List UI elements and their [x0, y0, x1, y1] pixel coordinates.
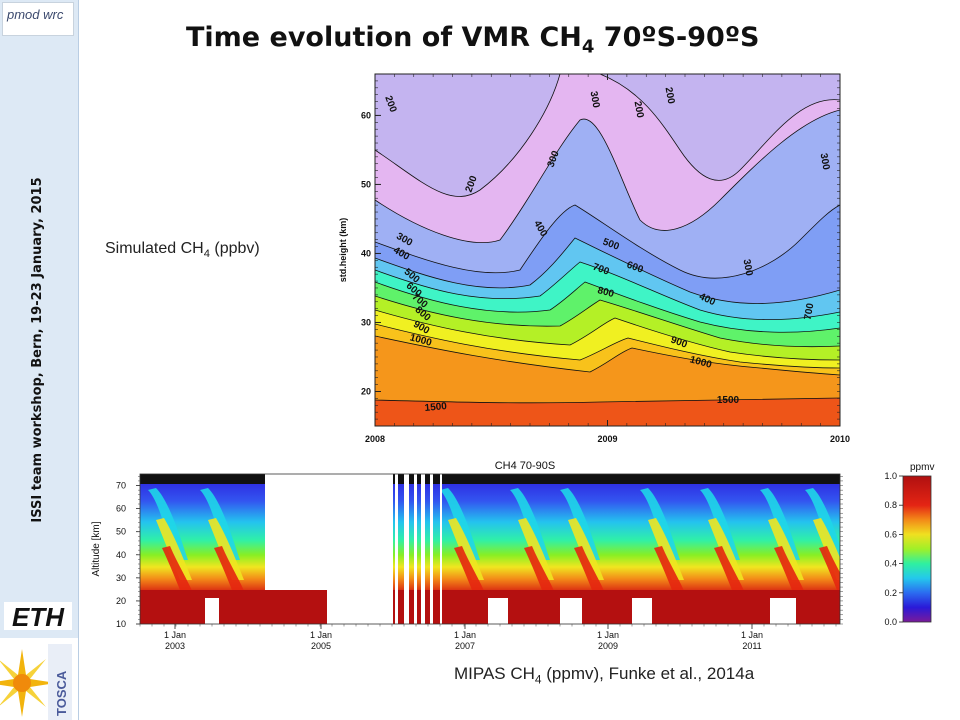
top-y-tick-label: 20 — [361, 386, 371, 396]
contour-label: 1500 — [717, 395, 740, 406]
colorbar — [902, 475, 932, 623]
colorbar-tick-label: 0.4 — [884, 559, 897, 569]
contour-label: 200 — [632, 100, 646, 119]
tosca-logo-text: TOSCA — [54, 670, 69, 716]
pmod-wrc-logo: pmod wrc — [2, 2, 74, 36]
mipas-x-tick-label: 1 Jan — [310, 630, 332, 640]
mipas-ch4-label: MIPAS CH4 (ppmv), Funke et al., 2014a — [454, 664, 755, 687]
top-x-tick-label: 2008 — [365, 434, 385, 444]
mipas-y-tick-label: 70 — [116, 481, 126, 491]
contour-label: 300 — [588, 90, 602, 109]
contour-label: 1500 — [424, 401, 448, 414]
simulated-ch4-label: Simulated CH4 (ppbv) — [105, 240, 260, 261]
mipas-y-tick-label: 30 — [116, 573, 126, 583]
colorbar-tick-label: 1.0 — [884, 471, 897, 481]
colorbar-tick-label: 0.6 — [884, 529, 897, 539]
mipas-x-tick-year: 2009 — [598, 641, 618, 651]
mipas-ch4-chart: CH4 70-90S Altitude [km] 10 20 30 40 50 60 70 1… — [91, 460, 934, 651]
mipas-x-tick-label: 1 Jan — [164, 630, 186, 640]
mipas-x-tick-label: 1 Jan — [454, 630, 476, 640]
workshop-vertical-text: ISSI team workshop, Bern, 19-23 January,… — [30, 177, 45, 523]
contour-lines — [375, 74, 840, 404]
simulated-field — [375, 74, 840, 426]
colorbar-tick-label: 0.0 — [884, 617, 897, 627]
mipas-y-tick-label: 40 — [116, 550, 126, 560]
mipas-x-tick-label: 1 Jan — [741, 630, 763, 640]
eth-logo: ETH — [4, 602, 72, 630]
top-y-tick-label: 40 — [361, 248, 371, 258]
mipas-x-tick-year: 2003 — [165, 641, 185, 651]
mipas-y-tick-label: 20 — [116, 596, 126, 606]
colorbar-tick-label: 0.8 — [884, 500, 897, 510]
logo-text: pmod wrc — [7, 7, 64, 22]
colorbar-ticks: 1.0 0.8 0.6 0.4 0.2 0.0 — [884, 471, 903, 627]
mipas-chart-title: CH4 70-90S — [495, 460, 556, 472]
slide-title: Time evolution of VMR CH4 70ºS-90ºS — [186, 22, 760, 58]
top-x-tick-label: 2009 — [597, 434, 617, 444]
contour-label: 300 — [818, 152, 832, 171]
contour-label: 700 — [803, 302, 817, 321]
top-y-axis-label: std.height (km) — [338, 218, 348, 283]
simulated-ch4-chart: 2002002002003003003003003004004004005005… — [338, 73, 850, 444]
sidebar: pmod wrc ISSI team workshop, Bern, 19-23… — [0, 0, 79, 720]
mipas-y-tick-label: 10 — [116, 619, 126, 629]
mipas-y-tick-label: 60 — [116, 504, 126, 514]
eth-logo-text: ETH — [12, 602, 65, 630]
top-x-tick-label: 2010 — [830, 434, 850, 444]
mipas-x-tick-label: 1 Jan — [597, 630, 619, 640]
mipas-frame — [139, 473, 841, 625]
mipas-x-tick-year: 2011 — [742, 641, 761, 651]
contour-label: 200 — [663, 86, 677, 105]
contour-label: 300 — [741, 258, 755, 277]
top-y-tick-label: 50 — [361, 179, 371, 189]
top-y-tick-label: 60 — [361, 110, 371, 120]
contour-label: 800 — [596, 285, 615, 300]
colorbar-tick-label: 0.2 — [884, 588, 897, 598]
tosca-logo: TOSCA — [0, 638, 78, 720]
top-chart-axes: 20 30 40 50 60 2008 2009 2010 — [361, 73, 850, 444]
top-y-tick-label: 30 — [361, 317, 371, 327]
mipas-y-axis-label: Altitude [km] — [91, 521, 102, 576]
mipas-y-tick-label: 50 — [116, 527, 126, 537]
mipas-field — [140, 474, 840, 624]
mipas-x-tick-year: 2005 — [311, 641, 331, 651]
colorbar-label: ppmv — [910, 462, 934, 473]
mipas-x-tick-year: 2007 — [455, 641, 475, 651]
